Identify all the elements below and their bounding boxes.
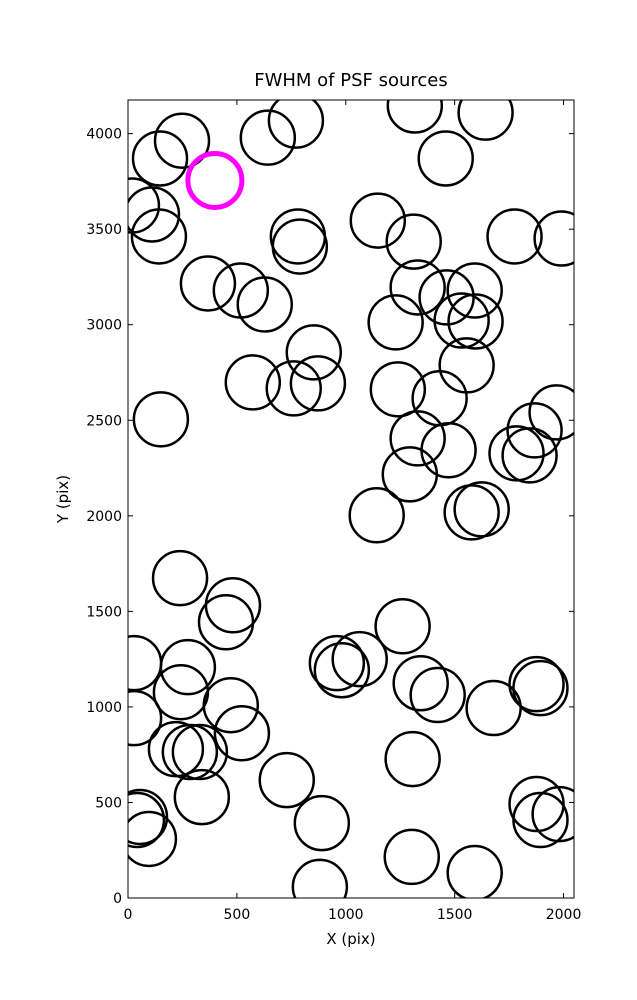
chart-title: FWHM of PSF sources [254,70,448,91]
source-circle [128,186,181,243]
y-tick-label: 2000 [86,509,122,525]
y-tick-label: 500 [95,795,122,811]
source-circle [374,598,431,655]
y-tick-label: 2500 [86,413,122,429]
source-circle [128,788,169,846]
plot-area [128,100,574,898]
source-circle [447,293,504,350]
x-tick-label: 1000 [328,907,364,923]
source-circle [153,112,211,169]
source-circle [289,355,347,412]
source-circle [389,410,446,467]
source-circle [285,324,343,381]
axes-frame [127,99,575,899]
source-circle [367,294,424,351]
source-circle [213,705,271,762]
source-circle [171,723,229,781]
source-circle [224,354,282,411]
source-circle [128,791,166,849]
source-circle [453,481,510,538]
source-circle [417,130,474,187]
source-circle [293,794,351,852]
source-circle [130,208,188,265]
source-circle [386,100,444,134]
y-tick-label: 1000 [86,700,122,716]
source-circle [265,360,322,417]
source-circle [392,654,449,712]
source-circle [409,666,466,724]
source-circle [433,292,490,349]
source-circle [258,751,316,809]
source-circle [383,828,441,886]
source-circle [528,384,574,441]
source-circle [501,427,558,484]
source-circle [385,213,442,270]
source-circle [236,276,294,333]
source-circle [508,655,565,713]
source-circle [151,549,209,607]
source-circle [313,641,371,699]
source-circle [271,218,329,275]
source-circle [512,791,569,849]
source-circle [128,810,178,868]
source-circle [267,100,325,149]
source-circle [131,130,189,187]
y-tick-label: 1500 [86,604,122,620]
y-axis-label: Y (pix) [54,475,72,524]
x-tick-label: 1500 [437,907,473,923]
source-circle [384,730,441,788]
source-circle [512,659,569,717]
source-circle [349,192,407,249]
x-tick-label: 2000 [546,907,582,923]
source-circle [457,100,514,141]
source-circle [381,446,439,503]
source-circle [202,676,260,734]
source-circle [533,210,574,267]
source-circle [446,262,503,319]
source-circle [132,391,190,448]
source-circle [173,768,231,826]
source-circle [531,785,574,843]
source-circle [331,630,388,688]
source-circle [506,402,563,459]
source-circle [179,255,237,312]
source-circle [128,689,163,747]
source-circle [446,844,503,898]
x-axis-label: X (pix) [326,930,375,948]
source-circle [159,638,217,696]
source-circle [389,259,446,316]
source-circle [369,361,427,418]
source-circle [348,486,405,544]
source-circle [486,208,543,265]
y-tick-label: 0 [113,891,122,907]
source-circle [291,858,349,898]
y-tick-label: 4000 [86,127,122,143]
source-circle [161,723,219,781]
x-tick-label: 500 [224,907,251,923]
source-circle [438,337,495,394]
source-circle [308,634,366,692]
x-tick-label: 0 [124,907,133,923]
source-circle [239,109,297,166]
y-tick-label: 3500 [86,222,122,238]
source-circle [185,150,245,210]
y-tick-label: 3000 [86,318,122,334]
source-circle [197,594,255,651]
